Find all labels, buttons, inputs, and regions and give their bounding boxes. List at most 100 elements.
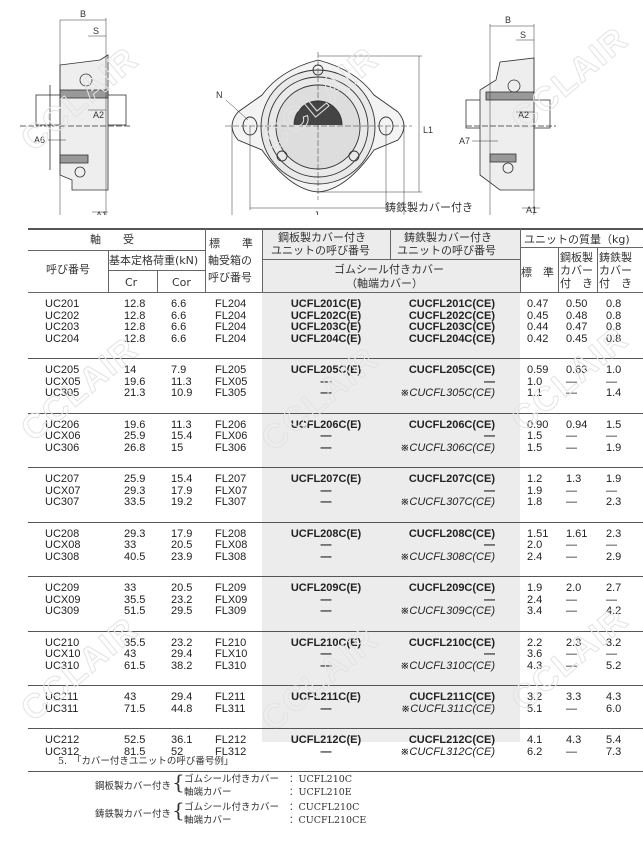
cast-cover-unit: ※CUCFL309C(CE) [400, 605, 495, 617]
load-rating-cr: 81.5 [124, 745, 146, 758]
load-rating-cor: 11.3 [171, 418, 192, 431]
steel-cover-unit: UCFL204C(E) [290, 332, 362, 345]
steel-cover-unit: — [320, 484, 332, 497]
mass-standard: 1.51 [527, 527, 549, 540]
mass-standard: 2.0 [527, 539, 543, 551]
cast-cover-unit: CUCFL207C(CE) [408, 473, 495, 485]
side-view-cast-cover [465, 24, 556, 215]
cast-cover-unit: ※CUCFL312C(CE) [400, 745, 495, 758]
load-rating-cor: 29.5 [171, 605, 193, 617]
steel-cover-unit: — [320, 702, 332, 715]
bearing-designation: UC207 [45, 473, 80, 485]
header-bearing: 軸 受 [90, 233, 134, 246]
housing-designation: FL310 [215, 659, 247, 672]
cast-cover-unit: ※CUCFL307C(CE) [400, 496, 495, 508]
mass-steel-cover: — [566, 659, 577, 672]
mass-steel-cover: 0.47 [566, 321, 588, 333]
table-row: UC204 12.8 6.6 FL204 UCFL204C(E) CUCFL204C(CE… [28, 332, 643, 346]
header-divider [597, 247, 598, 292]
mass-cast-cover: 1.5 [606, 418, 622, 431]
cast-cover-unit: CUCFL208C(CE) [408, 527, 495, 540]
cast-cover-unit: CUCFL204C(CE) [408, 332, 495, 345]
mass-standard: 0.90 [527, 418, 549, 431]
steel-cover-unit: UCFL209C(E) [290, 582, 362, 594]
table-group: UC208 29.3 17.9 FL208 UCFL208C(E) CUCFL208C(C… [28, 523, 643, 577]
bearing-designation: UC203 [45, 321, 80, 333]
header-mass-cast-3: 付 き [599, 277, 632, 290]
mass-steel-cover: — [566, 539, 577, 551]
steel-cover-unit: — [320, 745, 332, 758]
cast-rubber-seal-code: ：CUCFL210C [289, 802, 360, 813]
load-rating-cr: 12.8 [124, 321, 146, 333]
table-group: UC205 14 7.9 FL205 UCFL205C(E) CUCFL205C(CE) 0… [28, 359, 643, 414]
load-rating-cr: 35.5 [124, 593, 146, 606]
header-load-rating: 基本定格荷重(kN) [109, 254, 199, 267]
cast-cover-unit: CUCFL210C(CE) [408, 636, 495, 649]
load-rating-cr: 21.3 [124, 387, 146, 399]
header-divider [520, 247, 643, 248]
cover-columns-shading [262, 229, 520, 742]
dim-label-n: N [216, 90, 223, 100]
bearing-designation: UCX08 [45, 539, 81, 551]
header-divider [262, 259, 520, 260]
table-group: UC201 12.8 6.6 FL204 UCFL201C(E) CUCFL201C(CE… [28, 293, 643, 359]
load-rating-cr: 61.5 [124, 659, 146, 672]
steel-cover-unit: — [320, 387, 332, 399]
load-rating-cor: 15 [171, 441, 184, 454]
housing-designation: FLX06 [215, 430, 248, 442]
cast-cover-unit: CUCFL211C(CE) [409, 691, 495, 703]
dim-label-s-right: S [520, 30, 526, 40]
load-rating-cr: 25.9 [124, 473, 146, 485]
load-rating-cor: 36.1 [171, 734, 193, 746]
steel-cover-unit: — [320, 430, 332, 442]
header-mass-standard: 標 準 [521, 266, 554, 279]
housing-designation: FL309 [215, 605, 247, 617]
mass-standard: 1.5 [527, 430, 543, 442]
table-group: UC212 52.5 36.1 FL212 UCFL212C(E) CUCFL212C(C… [28, 729, 643, 772]
cast-cover-unit: CUCFL203C(CE) [408, 321, 495, 333]
load-rating-cor: 10.9 [171, 387, 193, 399]
header-divider [390, 228, 391, 259]
side-view-steel-cover [20, 18, 130, 215]
cast-rubber-seal-label: ゴムシール付きカバー [184, 802, 280, 813]
mass-cast-cover: 7.3 [606, 745, 622, 758]
load-rating-cr: 25.9 [124, 430, 146, 442]
mass-standard: 0.59 [527, 364, 549, 376]
mass-cast-cover: — [606, 648, 617, 660]
load-rating-cor: 15.4 [171, 473, 193, 485]
header-mass-steel-2: カバー [560, 264, 593, 277]
mass-standard: 0.42 [527, 332, 549, 345]
table-row: UC211 43 29.4 FL211 UCFL211C(E) CUCFL211C(CE)… [28, 691, 643, 704]
table-row: UC309 51.5 29.5 FL309 — ※CUCFL309C(CE) 3.4 — 4.2 [28, 605, 643, 618]
mass-steel-cover: 0.45 [566, 332, 588, 345]
cast-cover-unit: ※CUCFL306C(CE) [400, 441, 495, 454]
mass-steel-cover: 0.63 [566, 364, 588, 376]
bearing-unit-drawings: B S A2 A6 A1 A4 N L1 J H [20, 9, 556, 215]
header-divider [108, 250, 109, 292]
table-group: UC211 43 29.4 FL211 UCFL211C(E) CUCFL211C(CE)… [28, 686, 643, 729]
steel-cover-unit: UCFL207C(E) [290, 473, 362, 485]
load-rating-cor: 15.4 [171, 430, 193, 442]
mass-steel-cover: 0.50 [566, 298, 588, 310]
table-row: UCX07 29.3 17.9 FLX07 — — 1.9 — — [28, 484, 643, 498]
load-rating-cr: 43 [124, 648, 137, 660]
bearing-designation: UC305 [45, 387, 80, 399]
mass-steel-cover: — [566, 484, 577, 497]
dim-label-l1: L1 [423, 125, 433, 135]
mass-cast-cover: — [606, 375, 617, 388]
mass-steel-cover: — [566, 387, 577, 399]
load-rating-cr: 29.3 [124, 484, 146, 497]
table-row: UC310 61.5 38.2 FL310 — ※CUCFL310C(CE) 4.3 — 5.2 [28, 659, 643, 673]
header-mass-cast-2: カバー [599, 264, 632, 277]
header-divider [28, 250, 205, 251]
mass-standard: 1.5 [527, 441, 543, 454]
mass-standard: 1.8 [527, 496, 543, 508]
housing-designation: FL209 [215, 582, 247, 594]
load-rating-cor: 23.2 [171, 593, 193, 606]
table-row: UC212 52.5 36.1 FL212 UCFL212C(E) CUCFL212C(C… [28, 734, 643, 747]
header-divider [205, 228, 206, 292]
mass-standard: 1.0 [527, 375, 543, 388]
table-row: UCX06 25.9 15.4 FLX06 — — 1.5 — — [28, 430, 643, 443]
mass-steel-cover: 1.61 [566, 527, 588, 540]
housing-designation: FL311 [215, 702, 246, 715]
